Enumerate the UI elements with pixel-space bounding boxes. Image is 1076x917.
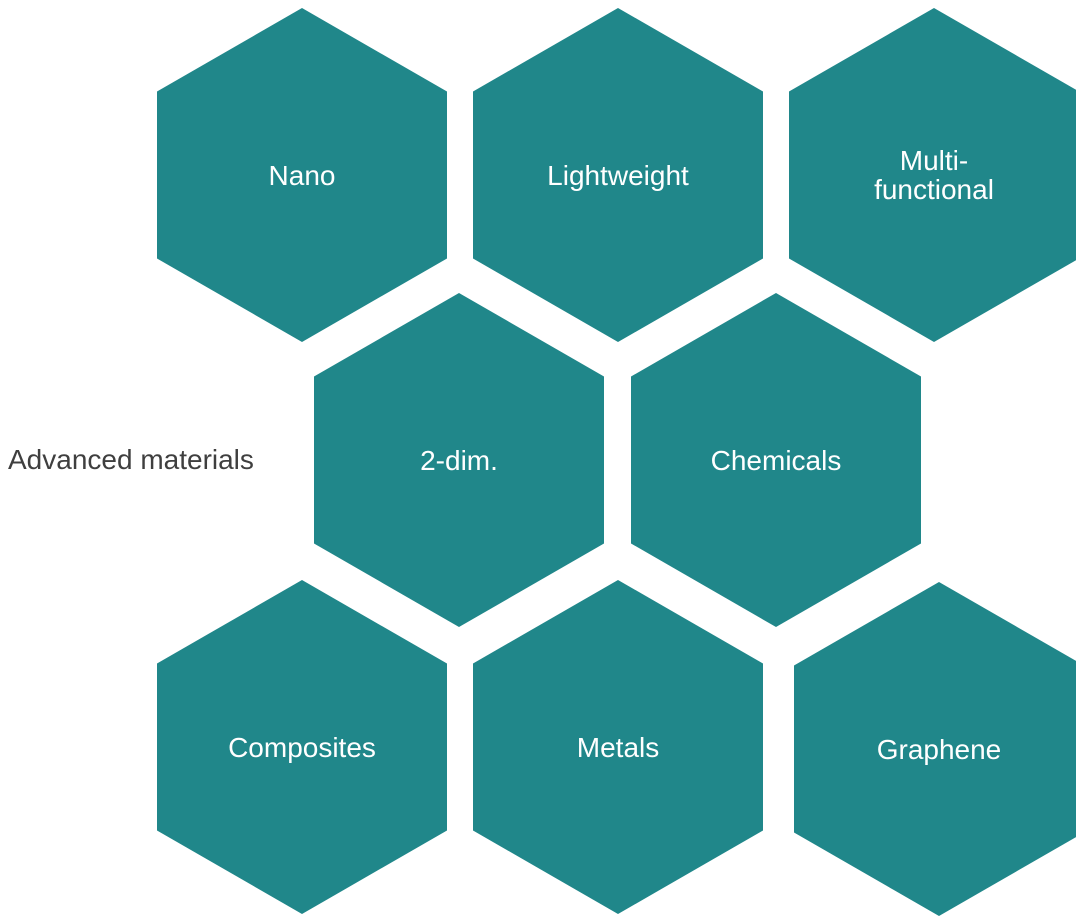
hexagon-label: Lightweight [547,159,689,191]
hexagon-label: Chemicals [710,444,842,476]
hexagon-composites: Composites [157,580,447,914]
hexagon-graphene: Graphene [794,582,1076,916]
hexagon-label: 2-dim. [420,444,498,476]
hexagon-chemicals: Chemicals [631,293,921,627]
hexagon-label: Composites [228,731,376,763]
hexagon-label: Metals [576,731,660,763]
diagram-label: Advanced materials [8,444,254,475]
hexagon-lightweight: Lightweight [473,8,763,342]
hexagon-metals: Metals [473,580,763,914]
hexagon-multifunctional: Multi- functional [789,8,1076,342]
hexagon-nano: Nano [157,8,447,342]
hexagon-2-dim: 2-dim. [314,293,604,627]
hexagon-label: Nano [268,159,336,191]
hexagon-label: Graphene [876,733,1002,765]
hexagon-label: Multi- functional [874,145,994,205]
